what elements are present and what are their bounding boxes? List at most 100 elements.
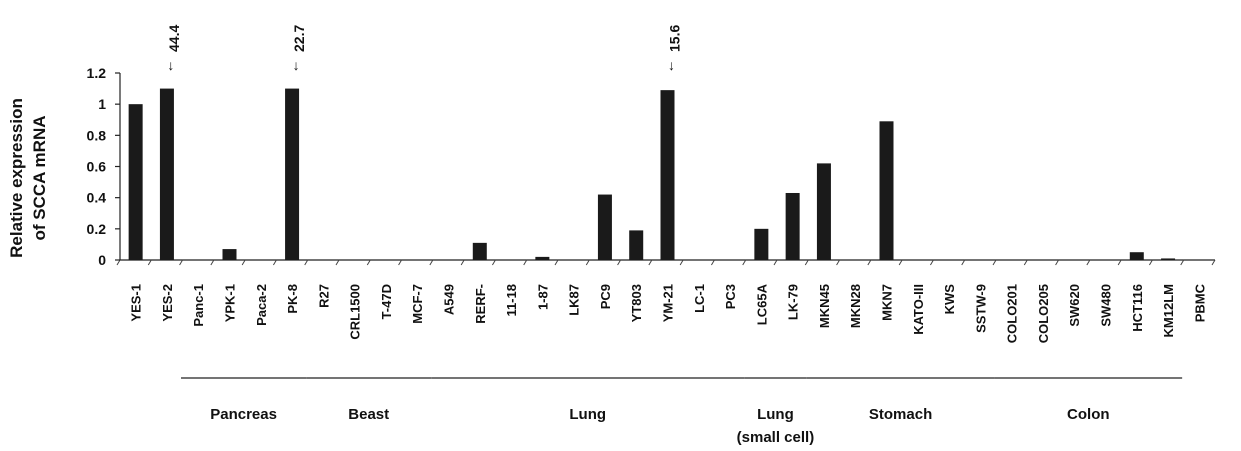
x-tick-label: SW620 bbox=[1067, 284, 1082, 327]
y-axis-label-line-2: of SCCA mRNA bbox=[30, 116, 49, 241]
x-tick-label: HCT116 bbox=[1130, 284, 1145, 332]
group-label: Pancreas bbox=[210, 406, 277, 423]
x-tick-label: PC9 bbox=[598, 284, 613, 309]
annotations: ↓ 44.4 ↓ 22.7 ↓ 15.6 bbox=[166, 25, 683, 73]
x-tick-mark bbox=[1023, 259, 1028, 266]
x-tick-label: R27 bbox=[316, 284, 331, 308]
x-tick-mark bbox=[710, 259, 715, 266]
x-tick-mark bbox=[491, 259, 496, 266]
x-tick-mark bbox=[867, 259, 872, 266]
x-tick-label: Panc-1 bbox=[191, 284, 206, 327]
group-label: Colon bbox=[1067, 406, 1110, 423]
x-tick-label: COLO205 bbox=[1036, 284, 1051, 343]
x-tick-label: T-47D bbox=[379, 284, 394, 319]
x-tick-mark bbox=[241, 259, 246, 266]
annotation-value: 15.6 bbox=[667, 25, 683, 52]
group-label: Lung bbox=[757, 406, 794, 423]
bar-RERF- bbox=[472, 242, 487, 260]
x-tick-label: Paca-2 bbox=[254, 284, 269, 326]
x-tick-mark bbox=[773, 259, 778, 266]
x-tick-label: CRL1500 bbox=[348, 284, 363, 340]
y-tick-label: 0.8 bbox=[87, 127, 107, 143]
bar-LK-79 bbox=[785, 192, 800, 260]
group-label: Beast bbox=[348, 406, 389, 423]
x-tick-mark bbox=[554, 259, 559, 266]
bar-YES-2 bbox=[159, 88, 174, 260]
x-tick-mark bbox=[804, 259, 809, 266]
x-tick-label: YES-1 bbox=[129, 284, 144, 322]
x-tick-label: MKN28 bbox=[848, 284, 863, 328]
bar-1-87 bbox=[535, 256, 550, 260]
x-tick-label: YES-2 bbox=[160, 284, 175, 322]
x-tick-label: MCF-7 bbox=[410, 284, 425, 324]
x-tick-label: YPK-1 bbox=[223, 284, 238, 322]
x-tick-mark bbox=[929, 259, 934, 266]
x-tick-label: LK87 bbox=[567, 284, 582, 316]
annotation-arrow: ↓ bbox=[668, 57, 675, 73]
x-tick-label: 11-18 bbox=[504, 284, 519, 317]
bar-YPK-1 bbox=[222, 249, 237, 260]
x-tick-mark bbox=[1086, 259, 1091, 266]
x-tick-mark bbox=[1117, 259, 1122, 266]
x-tick-mark bbox=[648, 259, 653, 266]
group-label: Stomach bbox=[869, 406, 932, 423]
x-tick-mark bbox=[429, 259, 434, 266]
y-tick-label: 0 bbox=[98, 252, 106, 268]
y-tick-label: 1.2 bbox=[87, 65, 107, 81]
x-tick-label: LC65A bbox=[754, 283, 769, 325]
y-tick-label: 1 bbox=[98, 96, 106, 112]
y-axis-label-line-1: Relative expression bbox=[7, 98, 26, 258]
x-tick-label: KM12LM bbox=[1161, 284, 1176, 337]
x-tick-label: KWS bbox=[942, 284, 957, 315]
x-tick-mark bbox=[116, 259, 121, 266]
annotation-arrow: ↓ bbox=[293, 57, 300, 73]
x-tick-mark bbox=[179, 259, 184, 266]
x-tick-label: A549 bbox=[442, 284, 457, 315]
annotation-arrow: ↓ bbox=[167, 57, 174, 73]
x-tick-label: SW480 bbox=[1099, 284, 1114, 327]
x-tick-mark bbox=[1211, 259, 1216, 266]
y-tick-label: 0.6 bbox=[87, 159, 107, 175]
bar-PK-8 bbox=[285, 88, 300, 260]
x-tick-label: PC3 bbox=[723, 284, 738, 309]
x-tick-mark bbox=[304, 259, 309, 266]
x-tick-mark bbox=[1180, 259, 1185, 266]
x-tick-label: LK-79 bbox=[786, 284, 801, 320]
x-tick-mark bbox=[272, 259, 277, 266]
bar-YT803 bbox=[629, 230, 644, 260]
x-tick-mark bbox=[742, 259, 747, 266]
x-tick-mark bbox=[992, 259, 997, 266]
bar-LC65A bbox=[754, 228, 769, 260]
x-tick-mark bbox=[398, 259, 403, 266]
group-label: Lung bbox=[569, 406, 606, 423]
x-tick-labels: YES-1 YES-2 Panc-1 YPK-1 Paca-2 PK-8 R27 CRL150… bbox=[129, 283, 1208, 343]
bar-YES-1 bbox=[128, 104, 143, 261]
x-tick-mark bbox=[366, 259, 371, 266]
x-tick-mark bbox=[836, 259, 841, 266]
x-tick-label: KATO-III bbox=[911, 284, 926, 335]
bar-MKN45 bbox=[816, 163, 831, 260]
y-tick-label: 0.2 bbox=[87, 221, 107, 237]
x-tick-mark bbox=[210, 259, 215, 266]
x-tick-mark bbox=[898, 259, 903, 266]
x-tick-mark bbox=[523, 259, 528, 266]
x-tick-mark bbox=[617, 259, 622, 266]
annotation-value: 44.4 bbox=[166, 25, 182, 52]
bar-YM-21 bbox=[660, 90, 675, 261]
x-tick-label: PK-8 bbox=[285, 284, 300, 314]
x-tick-mark bbox=[1055, 259, 1060, 266]
x-tick-label: YT803 bbox=[629, 284, 644, 322]
x-tick-label: YM-21 bbox=[661, 284, 676, 322]
x-tick-mark bbox=[147, 259, 152, 266]
x-tick-mark bbox=[961, 259, 966, 266]
x-tick-label: COLO201 bbox=[1005, 284, 1020, 343]
x-tick-mark bbox=[585, 259, 590, 266]
x-tick-label: 1-87 bbox=[535, 284, 550, 310]
bar-MKN7 bbox=[879, 121, 894, 260]
bars bbox=[128, 88, 1176, 261]
x-tick-mark bbox=[679, 259, 684, 266]
y-axis-label: Relative expression of SCCA mRNA bbox=[7, 98, 49, 258]
x-tick-label: SSTW-9 bbox=[973, 284, 988, 333]
x-tick-label: PBMC bbox=[1192, 283, 1207, 322]
